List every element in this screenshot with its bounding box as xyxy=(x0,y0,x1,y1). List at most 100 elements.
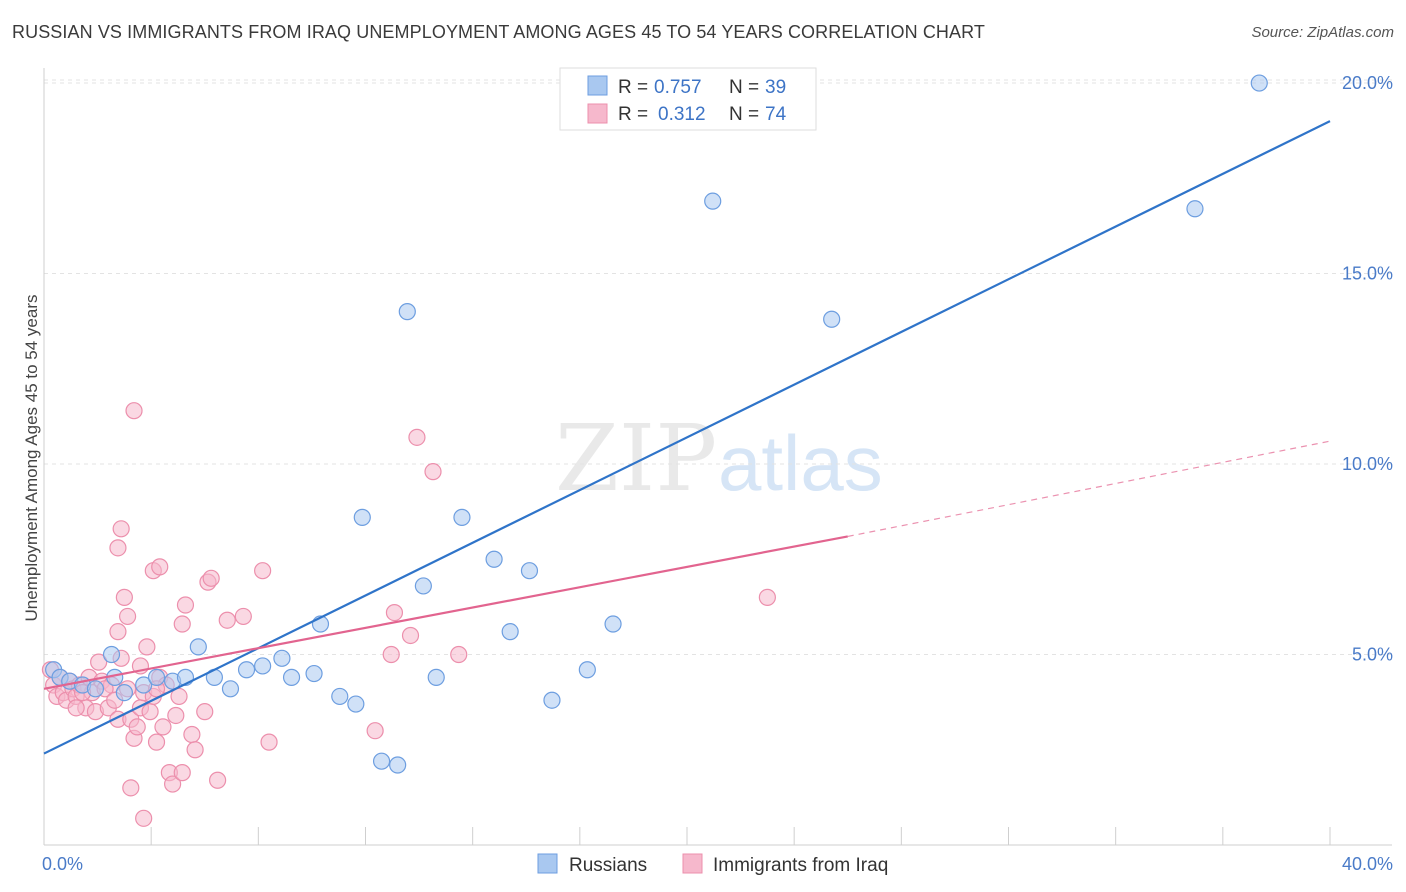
iraq-point xyxy=(366,722,384,740)
iraq-point xyxy=(128,718,146,736)
iraq-point xyxy=(385,604,404,622)
iraq-point xyxy=(90,653,108,671)
russians-point xyxy=(414,577,432,595)
iraq-point xyxy=(167,706,185,725)
iraq-point xyxy=(141,703,159,721)
iraq-point xyxy=(218,611,236,629)
russians-point xyxy=(273,649,291,667)
russians-point xyxy=(86,680,105,698)
chart-title: RUSSIAN VS IMMIGRANTS FROM IRAQ UNEMPLOY… xyxy=(12,22,985,42)
iraq-point xyxy=(138,638,156,656)
russians-point xyxy=(389,756,407,774)
iraq-point xyxy=(125,402,143,420)
iraq-point xyxy=(183,725,201,744)
iraq-point xyxy=(173,764,191,782)
russians-point xyxy=(221,680,240,698)
russians-point xyxy=(704,192,722,210)
bottom-legend: Russians Immigrants from Iraq xyxy=(537,853,888,876)
top-legend: R = 0.757 N = 39 R = 0.312 N = 74 xyxy=(559,67,817,131)
y-tick-label: 20.0% xyxy=(1342,73,1393,93)
iraq-point xyxy=(408,428,426,446)
russians-point xyxy=(372,752,391,770)
iraq-point xyxy=(115,588,133,606)
x-axis-ticks xyxy=(150,827,1331,845)
iraq-point xyxy=(254,562,272,580)
iraq-point xyxy=(202,569,220,587)
iraq-point xyxy=(164,775,182,793)
x-tick-label-max: 40.0% xyxy=(1342,854,1393,874)
iraq-point xyxy=(450,645,468,664)
russians-point xyxy=(147,668,166,686)
legend-n-value-russians: 39 xyxy=(765,77,786,98)
legend-r-value-russians: 0.757 xyxy=(654,77,702,98)
iraq-point xyxy=(109,539,127,557)
axes xyxy=(43,68,1392,846)
legend-n-label-iraq: N = xyxy=(729,104,759,125)
iraq-point xyxy=(170,687,188,706)
iraq-point xyxy=(186,741,204,759)
russians-point xyxy=(427,668,445,686)
iraq-point xyxy=(196,703,214,721)
watermark-atlas: atlas xyxy=(718,419,883,507)
bottom-legend-label-iraq: Immigrants from Iraq xyxy=(713,855,888,876)
iraq-point xyxy=(260,733,278,751)
legend-r-label-russians: R = xyxy=(618,77,648,98)
iraq-point xyxy=(151,558,169,576)
russians-point xyxy=(189,638,207,656)
bottom-legend-label-russians: Russians xyxy=(569,855,647,876)
russians-point xyxy=(485,550,503,568)
iraq-trend-line xyxy=(43,535,848,690)
iraq-point xyxy=(109,623,127,641)
legend-r-value-iraq: 0.312 xyxy=(658,104,706,125)
iraq-point xyxy=(118,607,137,626)
russians-point xyxy=(135,676,153,694)
russians-point xyxy=(115,684,133,702)
bottom-legend-swatch-russians xyxy=(537,853,558,874)
iraq-point xyxy=(147,733,166,751)
russians-point xyxy=(347,695,365,713)
iraq-point xyxy=(154,718,172,736)
iraq-point xyxy=(209,771,227,789)
russians-trend-line xyxy=(43,120,1331,755)
russians-point xyxy=(453,508,471,526)
iraq-point xyxy=(401,626,420,645)
russians-point xyxy=(254,657,272,675)
russians-point xyxy=(102,645,121,664)
russians-point xyxy=(237,661,256,679)
russians-point xyxy=(331,687,349,706)
iraq-point xyxy=(758,588,776,606)
iraq-trend-line-extrapolated xyxy=(847,440,1331,537)
trend-lines xyxy=(43,120,1331,755)
russians-point xyxy=(501,623,519,641)
y-axis-ticks: 5.0% 10.0% 15.0% 20.0% xyxy=(1342,73,1393,664)
y-tick-label: 10.0% xyxy=(1342,454,1393,474)
x-tick-label-min: 0.0% xyxy=(42,854,83,874)
legend-swatch-iraq xyxy=(587,103,608,124)
iraq-point xyxy=(135,809,153,827)
legend-n-value-iraq: 74 xyxy=(765,104,787,125)
legend-n-label-russians: N = xyxy=(729,77,759,98)
iraq-point xyxy=(176,596,195,614)
russians-point xyxy=(520,562,539,580)
y-axis-label: Unemployment Among Ages 45 to 54 years xyxy=(22,295,41,622)
legend-r-label-iraq: R = xyxy=(618,104,648,125)
russians-point xyxy=(543,691,561,709)
iraq-point xyxy=(424,463,442,481)
iraq-point xyxy=(112,520,130,538)
russians-point xyxy=(604,615,622,633)
bottom-legend-swatch-iraq xyxy=(682,853,703,874)
russians-point xyxy=(282,668,301,686)
iraq-point xyxy=(122,779,140,797)
russians-point xyxy=(305,664,323,683)
watermark-zip: ZIP xyxy=(555,405,717,512)
source-credit: Source: ZipAtlas.com xyxy=(1251,24,1394,41)
russians-point xyxy=(353,508,371,526)
legend-swatch-russians xyxy=(587,75,608,96)
iraq-point xyxy=(234,607,252,626)
series-russians-points xyxy=(45,74,1268,774)
y-tick-label: 15.0% xyxy=(1342,264,1393,284)
iraq-point xyxy=(382,645,400,664)
grid-lines xyxy=(44,79,1392,656)
russians-point xyxy=(1250,74,1268,92)
